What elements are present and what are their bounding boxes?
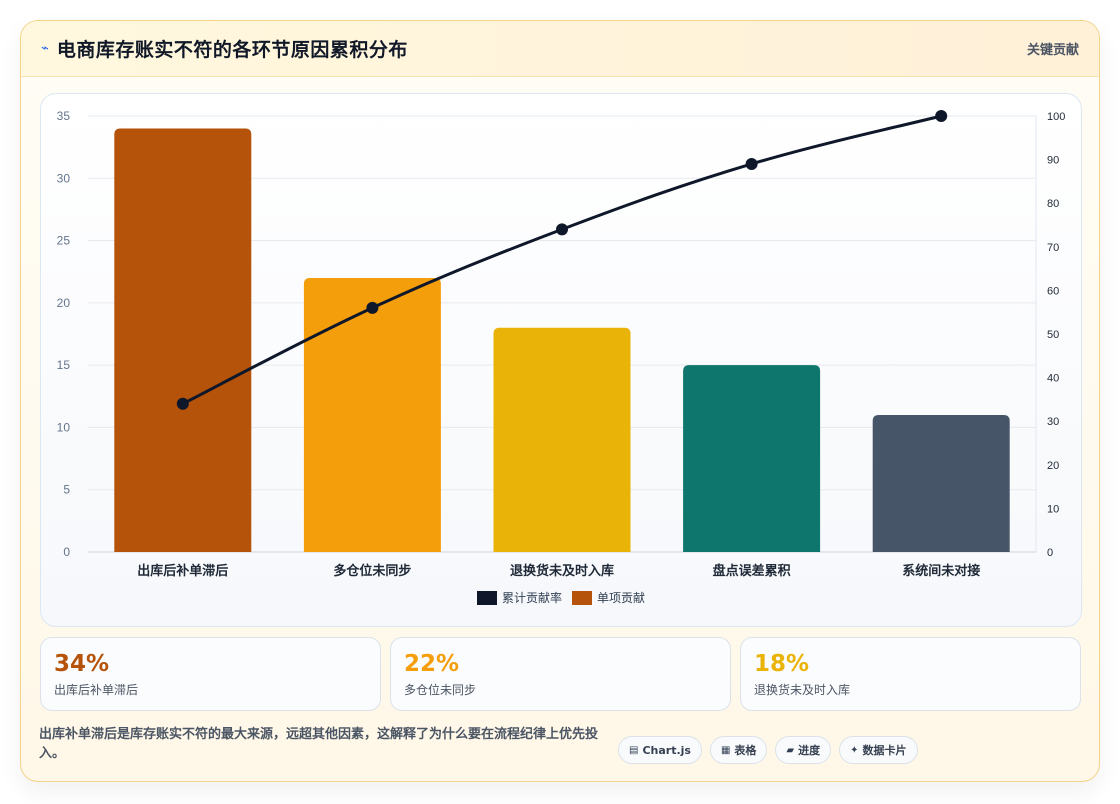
chip-table[interactable]: ▦ 表格: [709, 736, 768, 764]
chip-progress[interactable]: ▰ 进度: [775, 736, 832, 764]
chip-label: Chart.js: [642, 743, 691, 757]
legend-swatch: [477, 591, 497, 605]
sparkle-icon: ✦: [850, 744, 859, 756]
summary-note: 出库补单滞后是库存账实不符的最大来源，远超其他因素，这解释了为什么要在流程纪律上…: [39, 727, 599, 761]
chart-panel: 0 5 10 15 20 25 30 35 0 10 20 30 40 50 60 70 80 90 100 出库后补…: [40, 93, 1082, 627]
y-right-tick-label: 40: [1047, 373, 1059, 385]
chip-data-card[interactable]: ✦ 数据卡片: [839, 736, 918, 764]
y-left-tick-label: 20: [57, 296, 71, 310]
page-title: 电商库存账实不符的各环节原因累积分布: [56, 39, 408, 61]
cumulative-point: [556, 223, 568, 236]
y-left-tick-label: 15: [57, 358, 71, 372]
y-left-tick-label: 35: [57, 109, 71, 123]
legend-label: 累计贡献率: [502, 590, 562, 605]
legend-label: 单项贡献: [597, 590, 645, 605]
progress-icon: ▰: [786, 744, 795, 756]
chip-label: 数据卡片: [862, 744, 907, 757]
table-icon: ▦: [720, 744, 731, 756]
y-right-tick-label: 0: [1047, 547, 1053, 559]
stat-value: 22%: [404, 651, 460, 677]
stat-label: 退换货未及时入库: [754, 683, 851, 697]
x-tick-label: 出库后补单滞后: [137, 563, 228, 578]
y-right-tick-label: 70: [1047, 242, 1059, 254]
stat-card-1: 34% 出库后补单滞后: [40, 637, 381, 711]
y-left-tick-label: 10: [57, 420, 71, 434]
legend-swatch: [572, 591, 592, 605]
y-left-tick-label: 5: [63, 483, 70, 497]
y-right-tick-label: 90: [1047, 155, 1059, 167]
bar: [303, 277, 441, 552]
pareto-chart: 0 5 10 15 20 25 30 35 0 10 20 30 40 50 60 70 80 90 100 出库后补…: [57, 109, 1065, 605]
stat-label: 出库后补单滞后: [54, 683, 139, 697]
y-left-tick-label: 30: [57, 171, 71, 185]
x-tick-label: 退换货未及时入库: [510, 563, 614, 578]
tech-chips: ▤ Chart.js ▦ 表格 ▰ 进度 ✦ 数据卡片: [618, 736, 918, 764]
stat-label: 多仓位未同步: [404, 683, 477, 697]
stat-value: 34%: [54, 651, 110, 677]
stat-value: 18%: [754, 651, 810, 677]
card-header: ⌁ 电商库存账实不符的各环节原因累积分布 关键贡献: [21, 21, 1099, 77]
x-tick-label: 系统间未对接: [902, 563, 980, 578]
x-tick-label: 盘点误差累积: [713, 563, 791, 578]
key-contribution-link[interactable]: 关键贡献: [1026, 43, 1079, 58]
y-left-tick-label: 25: [57, 234, 71, 248]
chip-chartjs[interactable]: ▤ Chart.js: [618, 736, 702, 764]
stat-card-3: 18% 退换货未及时入库: [740, 637, 1081, 711]
stat-card-2: 22% 多仓位未同步: [390, 637, 731, 711]
bar: [114, 128, 252, 552]
y-right-tick-label: 80: [1047, 198, 1059, 210]
y-right-tick-label: 10: [1047, 503, 1059, 515]
cumulative-point: [745, 157, 758, 170]
bar: [872, 414, 1010, 552]
lightning-icon: ⌁: [41, 41, 49, 56]
bar: [493, 327, 631, 552]
y-right-tick-label: 100: [1047, 111, 1065, 123]
cumulative-point: [366, 301, 379, 314]
y-right-tick-label: 30: [1047, 416, 1059, 428]
y-right-tick-label: 60: [1047, 285, 1059, 297]
cumulative-point: [176, 397, 189, 410]
bar: [683, 365, 821, 552]
chart-card: ⌁ 电商库存账实不符的各环节原因累积分布 关键贡献 0 5 10 15 20 25 30 35…: [20, 20, 1100, 782]
y-left-tick-label: 0: [63, 545, 70, 559]
cumulative-point: [935, 110, 948, 122]
y-right-tick-label: 20: [1047, 460, 1059, 472]
chart-icon: ▤: [629, 744, 639, 756]
x-tick-label: 多仓位未同步: [333, 563, 411, 578]
y-right-tick-label: 50: [1047, 329, 1059, 341]
chip-label: 进度: [798, 744, 821, 757]
chip-label: 表格: [734, 744, 757, 757]
